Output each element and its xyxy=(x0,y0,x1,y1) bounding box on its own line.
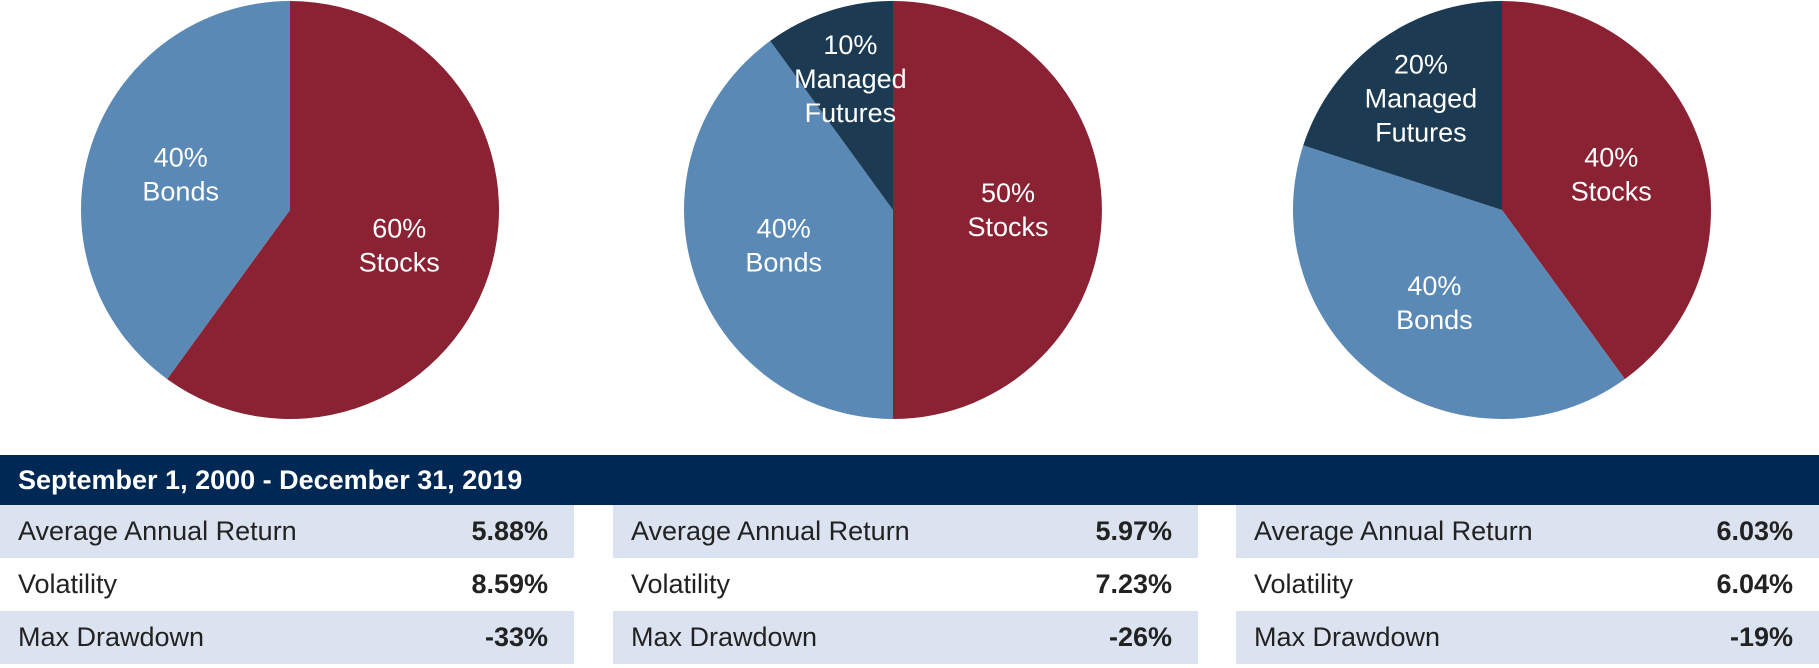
pie-slice-futures xyxy=(1303,1,1502,210)
pie-label-futures: 20% Managed Futures xyxy=(1365,49,1478,147)
stat-label: Volatility xyxy=(1254,569,1354,599)
period-header: September 1, 2000 - December 31, 2019 xyxy=(0,455,1819,505)
stat-label: Average Annual Return xyxy=(631,516,910,546)
stat-row-volatility: Volatility 7.23% xyxy=(613,558,1198,611)
stats-panel-2: Average Annual Return 5.97% Volatility 7… xyxy=(613,505,1198,664)
allocation-pie-charts: 60% Stocks 40% Bonds 50% Stocks 40% Bonds 10% Man… xyxy=(81,1,1711,420)
stat-value: 5.97% xyxy=(1095,516,1172,546)
stat-label: Volatility xyxy=(631,569,731,599)
pie-slice-bonds xyxy=(1293,145,1625,419)
stat-row-avg-return: Average Annual Return 6.03% xyxy=(1236,505,1819,558)
stats-panel-3: Average Annual Return 6.03% Volatility 6… xyxy=(1236,505,1819,664)
stat-value: 6.03% xyxy=(1716,516,1793,546)
pie-label-bonds: 40% Bonds xyxy=(745,214,822,278)
pie-slice-stocks xyxy=(893,1,1102,419)
pie-chart-2: 50% Stocks 40% Bonds 10% Managed Futures xyxy=(684,1,1102,420)
stats-panel-1: Average Annual Return 5.88% Volatility 8… xyxy=(0,505,574,664)
stat-label: Max Drawdown xyxy=(1254,622,1441,652)
pie-slice-stocks xyxy=(167,1,500,420)
pie-label-futures: 10% Managed Futures xyxy=(794,30,907,128)
stat-row-volatility: Volatility 6.04% xyxy=(1236,558,1819,611)
pie-label-bonds: 40% Bonds xyxy=(142,143,219,207)
stat-value: 5.88% xyxy=(471,516,548,546)
pie-chart-3: 40% Stocks 40% Bonds 20% Managed Futures xyxy=(1293,1,1711,419)
pie-label-stocks: 60% Stocks xyxy=(359,214,440,278)
stat-row-max-drawdown: Max Drawdown -19% xyxy=(1236,611,1819,664)
stat-label: Average Annual Return xyxy=(18,516,297,546)
stat-value: 8.59% xyxy=(471,569,548,599)
stat-label: Max Drawdown xyxy=(18,622,205,652)
stat-row-avg-return: Average Annual Return 5.97% xyxy=(613,505,1198,558)
pie-chart-1: 60% Stocks 40% Bonds xyxy=(81,1,500,420)
stat-row-volatility: Volatility 8.59% xyxy=(0,558,574,611)
stat-row-max-drawdown: Max Drawdown -33% xyxy=(0,611,574,664)
pie-label-stocks: 50% Stocks xyxy=(967,178,1048,242)
stat-value: -33% xyxy=(484,622,548,652)
stat-label: Max Drawdown xyxy=(631,622,818,652)
pie-label-stocks: 40% Stocks xyxy=(1571,143,1652,207)
pie-slice-futures xyxy=(770,1,893,210)
pie-label-bonds: 40% Bonds xyxy=(1396,271,1473,335)
pie-slice-bonds xyxy=(81,1,290,380)
pie-slice-stocks xyxy=(1502,1,1711,380)
stat-label: Average Annual Return xyxy=(1254,516,1533,546)
stat-value: -26% xyxy=(1108,622,1172,652)
stat-label: Volatility xyxy=(18,569,118,599)
stat-value: 7.23% xyxy=(1095,569,1172,599)
stat-value: 6.04% xyxy=(1716,569,1793,599)
pie-slice-bonds xyxy=(684,40,893,420)
stat-value: -19% xyxy=(1729,622,1793,652)
stat-row-max-drawdown: Max Drawdown -26% xyxy=(613,611,1198,664)
stat-row-avg-return: Average Annual Return 5.88% xyxy=(0,505,574,558)
